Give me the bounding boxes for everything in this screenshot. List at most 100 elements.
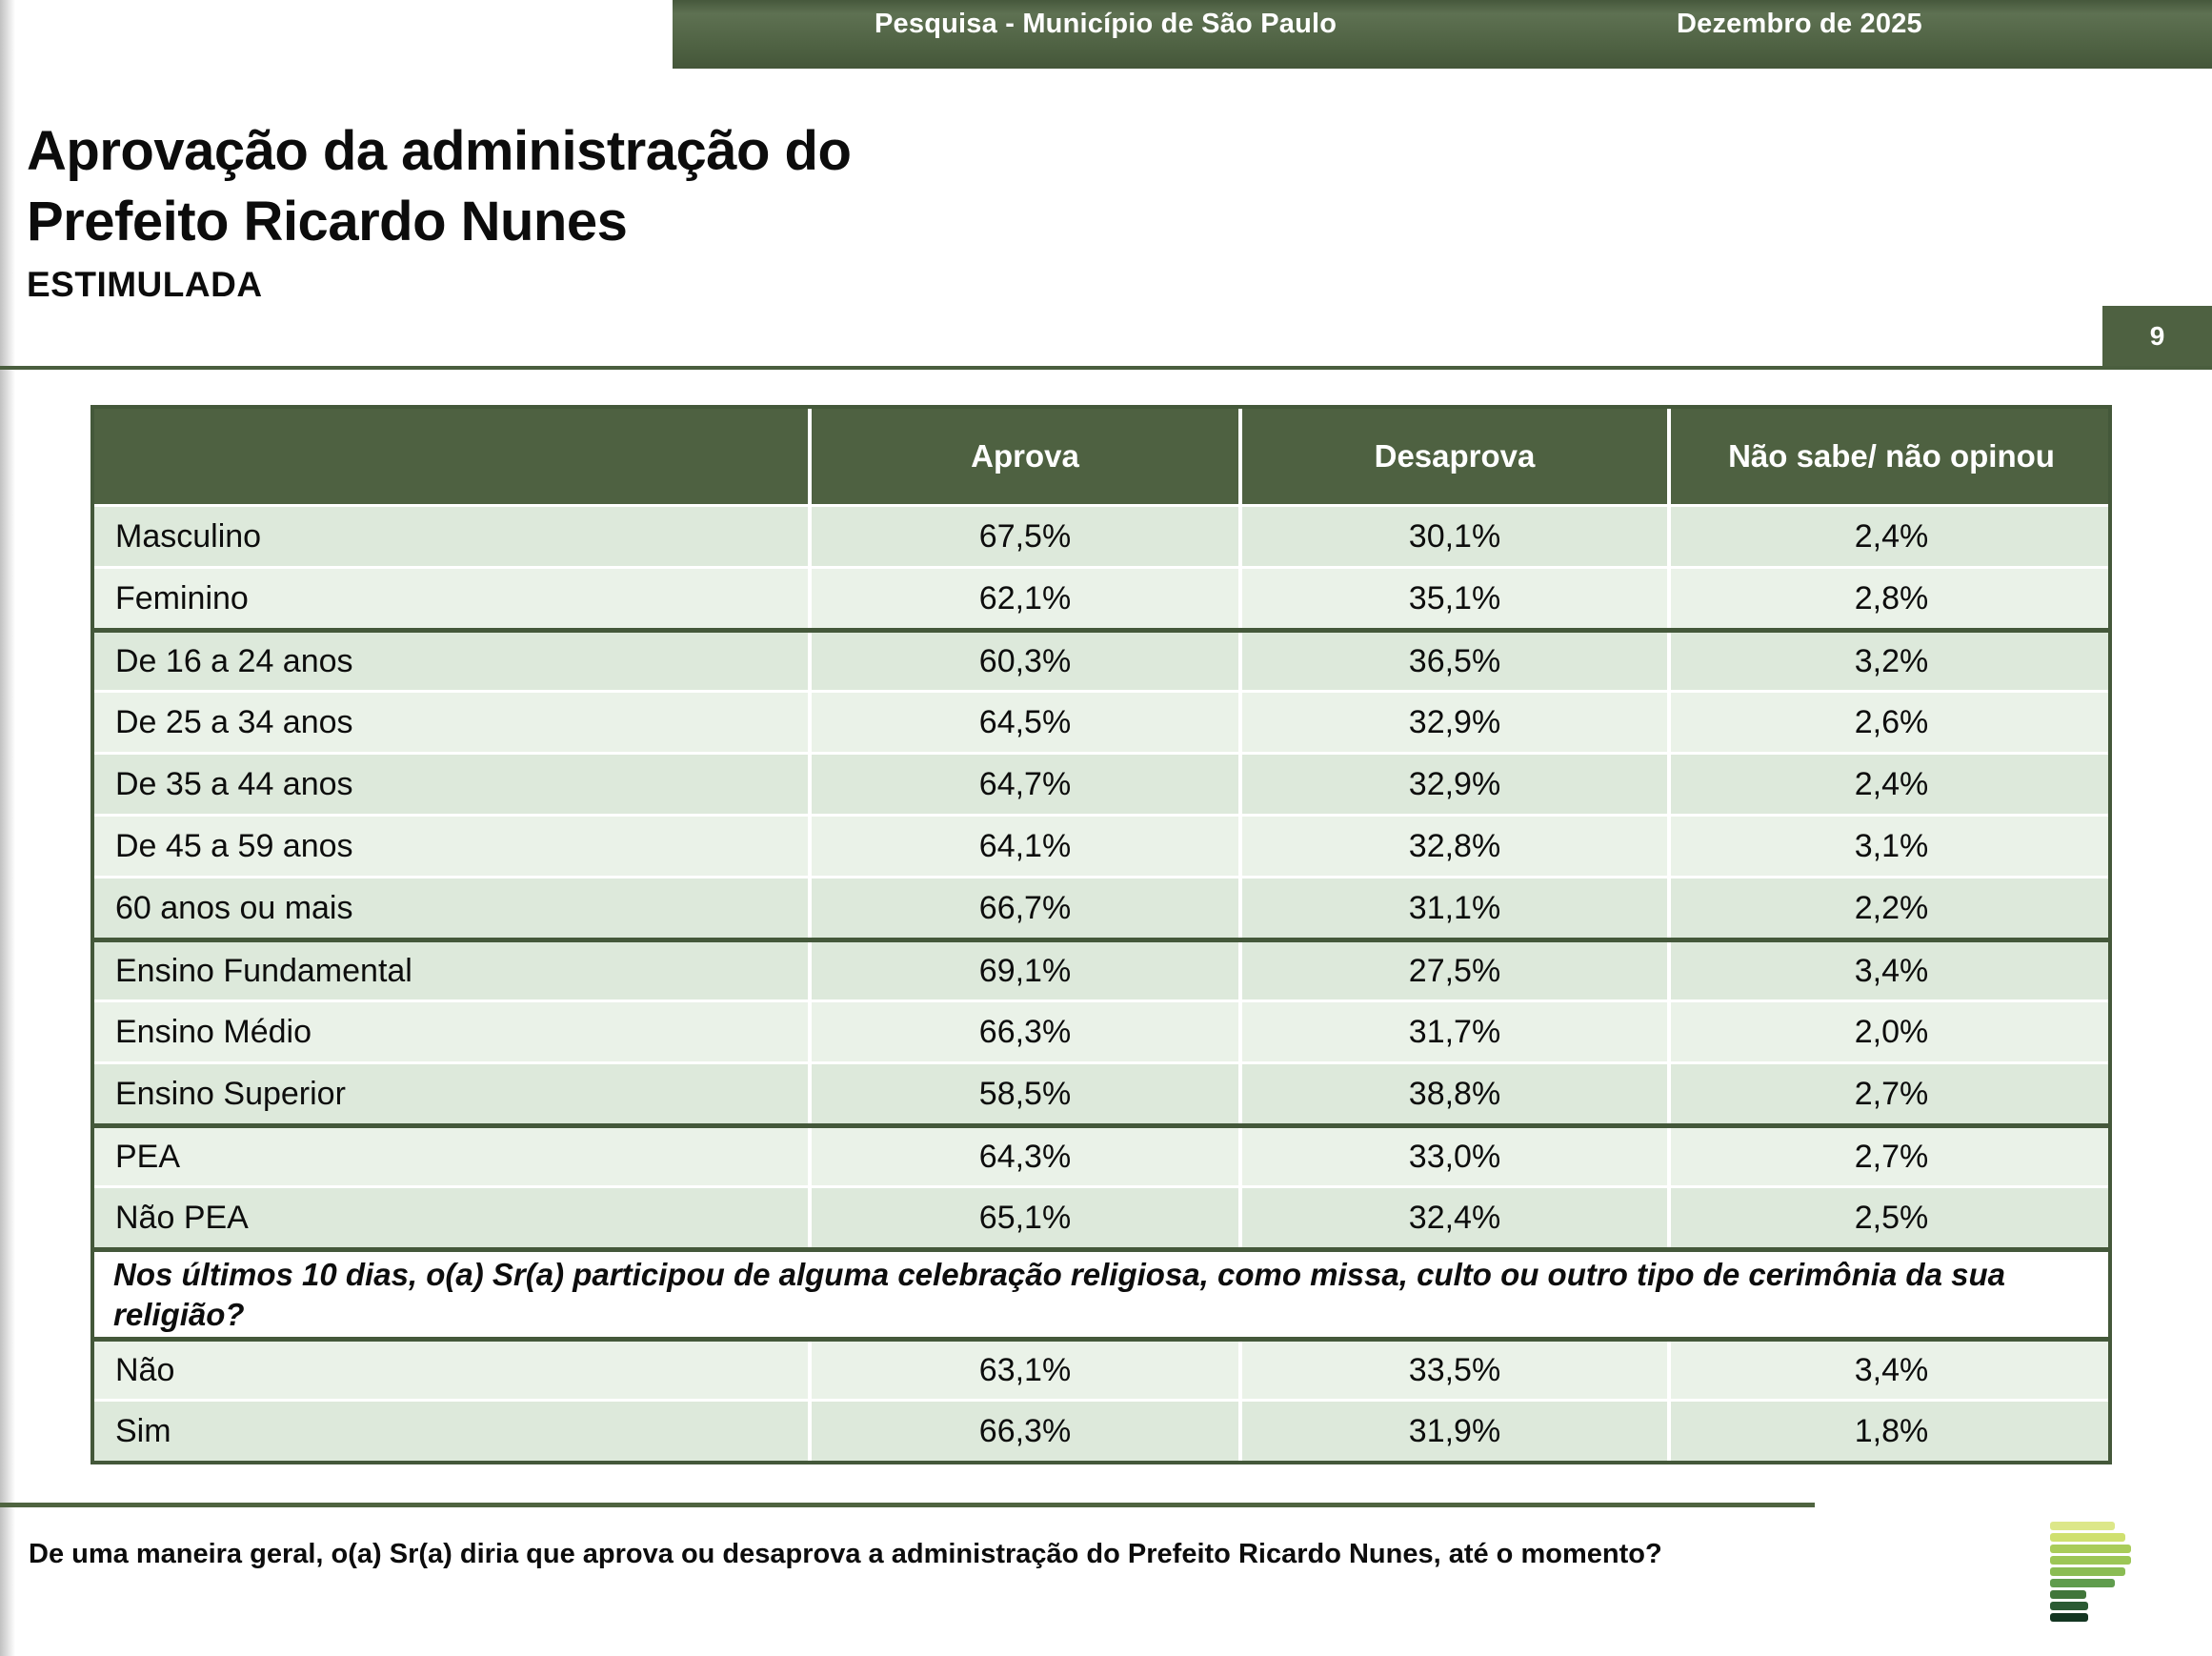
bar-chart-logo xyxy=(2050,1522,2131,1625)
cell-desaprova: 31,7% xyxy=(1238,1002,1667,1061)
cell-nao-sabe: 3,1% xyxy=(1667,817,2112,876)
cell-nao-sabe: 1,8% xyxy=(1667,1402,2112,1461)
cell-aprova: 65,1% xyxy=(808,1188,1238,1247)
cell-nao-sabe: 2,8% xyxy=(1667,569,2112,628)
table-row: Não PEA 65,1% 32,4% 2,5% xyxy=(94,1185,2108,1247)
table-row: Ensino Superior 58,5% 38,8% 2,7% xyxy=(94,1061,2108,1123)
header-cell-empty xyxy=(94,409,808,504)
logo-bar xyxy=(2050,1590,2086,1599)
cell-desaprova: 33,5% xyxy=(1238,1342,1667,1399)
cell-nao-sabe: 2,4% xyxy=(1667,755,2112,814)
cell-nao-sabe: 3,4% xyxy=(1667,1342,2112,1399)
logo-bar xyxy=(2050,1533,2125,1542)
row-label: Feminino xyxy=(115,579,249,616)
table-body: Masculino 67,5% 30,1% 2,4% Feminino 62,1% 35,1… xyxy=(94,504,2108,1461)
cell-desaprova: 38,8% xyxy=(1238,1064,1667,1123)
cell-aprova: 60,3% xyxy=(808,633,1238,690)
cell-aprova: 62,1% xyxy=(808,569,1238,628)
cell-nao-sabe: 2,4% xyxy=(1667,507,2112,566)
cell-aprova: 64,3% xyxy=(808,1128,1238,1185)
cell-aprova: 69,1% xyxy=(808,942,1238,1000)
cell-desaprova: 35,1% xyxy=(1238,569,1667,628)
footer-divider-rule xyxy=(0,1503,1815,1507)
cell-aprova: 66,3% xyxy=(808,1002,1238,1061)
question-row: Nos últimos 10 dias, o(a) Sr(a) particip… xyxy=(94,1247,2108,1337)
table-row: 60 anos ou mais 66,7% 31,1% 2,2% xyxy=(94,876,2108,938)
title-divider-rule xyxy=(0,366,2212,370)
table-row: Masculino 67,5% 30,1% 2,4% xyxy=(94,504,2108,566)
logo-bar xyxy=(2050,1545,2131,1553)
results-table: Aprova Desaprova Não sabe/ não opinou Ma… xyxy=(90,405,2112,1464)
cell-desaprova: 32,8% xyxy=(1238,817,1667,876)
cell-nao-sabe: 2,6% xyxy=(1667,693,2112,752)
row-label: De 16 a 24 anos xyxy=(115,642,353,679)
table-row: Sim 66,3% 31,9% 1,8% xyxy=(94,1399,2108,1461)
cell-desaprova: 31,1% xyxy=(1238,878,1667,938)
row-label: De 35 a 44 anos xyxy=(115,765,353,802)
cell-aprova: 66,7% xyxy=(808,878,1238,938)
cell-aprova: 58,5% xyxy=(808,1064,1238,1123)
cell-desaprova: 27,5% xyxy=(1238,942,1667,1000)
row-label: De 45 a 59 anos xyxy=(115,827,353,864)
question-text: Nos últimos 10 dias, o(a) Sr(a) particip… xyxy=(113,1256,2005,1332)
cell-aprova: 64,5% xyxy=(808,693,1238,752)
footer-question: De uma maneira geral, o(a) Sr(a) diria q… xyxy=(29,1539,1662,1569)
cell-nao-sabe: 3,2% xyxy=(1667,633,2112,690)
cell-aprova: 66,3% xyxy=(808,1402,1238,1461)
logo-bar xyxy=(2050,1556,2131,1565)
cell-desaprova: 32,9% xyxy=(1238,693,1667,752)
row-label: Não PEA xyxy=(115,1199,249,1236)
cell-nao-sabe: 2,2% xyxy=(1667,878,2112,938)
row-label: De 25 a 34 anos xyxy=(115,703,353,740)
cell-desaprova: 32,9% xyxy=(1238,755,1667,814)
table-row: De 35 a 44 anos 64,7% 32,9% 2,4% xyxy=(94,752,2108,814)
table-row: Não 63,1% 33,5% 3,4% xyxy=(94,1337,2108,1399)
cell-desaprova: 32,4% xyxy=(1238,1188,1667,1247)
logo-bar xyxy=(2050,1602,2088,1610)
logo-bar xyxy=(2050,1522,2115,1530)
cell-nao-sabe: 2,7% xyxy=(1667,1064,2112,1123)
title-line-2: Prefeito Ricardo Nunes xyxy=(27,191,628,252)
subtitle-estimulada: ESTIMULADA xyxy=(27,265,263,304)
row-label: Masculino xyxy=(115,517,262,555)
header-cell-aprova: Aprova xyxy=(808,409,1238,504)
cell-aprova: 67,5% xyxy=(808,507,1238,566)
slide-edge-shadow xyxy=(0,0,15,1656)
table-row: Feminino 62,1% 35,1% 2,8% xyxy=(94,566,2108,628)
cell-desaprova: 33,0% xyxy=(1238,1128,1667,1185)
row-label: Sim xyxy=(115,1412,171,1449)
row-label: Não xyxy=(115,1351,175,1388)
row-label: PEA xyxy=(115,1138,181,1175)
banner-date: Dezembro de 2025 xyxy=(1677,9,1922,39)
table-row: De 25 a 34 anos 64,5% 32,9% 2,6% xyxy=(94,690,2108,752)
title-line-1: Aprovação da administração do xyxy=(27,120,852,182)
cell-desaprova: 36,5% xyxy=(1238,633,1667,690)
cell-nao-sabe: 2,5% xyxy=(1667,1188,2112,1247)
cell-aprova: 63,1% xyxy=(808,1342,1238,1399)
row-label: Ensino Superior xyxy=(115,1075,346,1112)
table-row: De 45 a 59 anos 64,1% 32,8% 3,1% xyxy=(94,814,2108,876)
row-label: Ensino Médio xyxy=(115,1013,312,1050)
table-row: PEA 64,3% 33,0% 2,7% xyxy=(94,1123,2108,1185)
cell-nao-sabe: 3,4% xyxy=(1667,942,2112,1000)
cell-aprova: 64,1% xyxy=(808,817,1238,876)
logo-bar xyxy=(2050,1613,2088,1622)
row-label: 60 anos ou mais xyxy=(115,889,353,926)
logo-bar xyxy=(2050,1579,2115,1587)
header-cell-nao-sabe: Não sabe/ não opinou xyxy=(1667,409,2112,504)
table-row: Ensino Fundamental 69,1% 27,5% 3,4% xyxy=(94,938,2108,1000)
top-banner: Pesquisa - Município de São Paulo Dezemb… xyxy=(673,0,2212,69)
cell-nao-sabe: 2,0% xyxy=(1667,1002,2112,1061)
page-title: Aprovação da administração do Prefeito R… xyxy=(27,116,852,305)
cell-nao-sabe: 2,7% xyxy=(1667,1128,2112,1185)
header-cell-desaprova: Desaprova xyxy=(1238,409,1667,504)
cell-aprova: 64,7% xyxy=(808,755,1238,814)
banner-title: Pesquisa - Município de São Paulo xyxy=(875,9,1337,39)
table-row: Ensino Médio 66,3% 31,7% 2,0% xyxy=(94,1000,2108,1061)
table-row: De 16 a 24 anos 60,3% 36,5% 3,2% xyxy=(94,628,2108,690)
row-label: Ensino Fundamental xyxy=(115,952,412,989)
page-number: 9 xyxy=(2149,320,2165,351)
logo-bar xyxy=(2050,1567,2125,1576)
page-number-badge: 9 xyxy=(2102,306,2212,366)
